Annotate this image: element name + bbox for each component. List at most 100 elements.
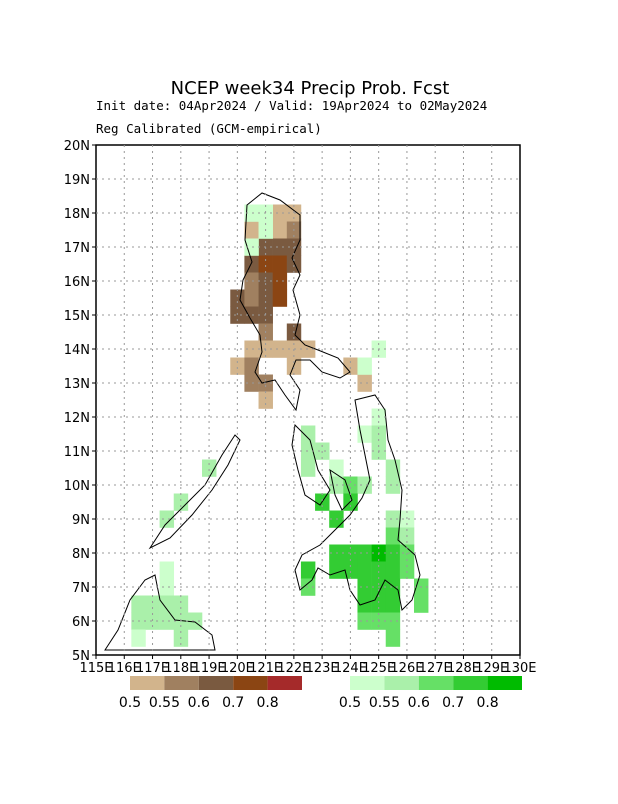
dry-cell xyxy=(272,340,288,358)
wet-cell xyxy=(414,595,429,613)
wet-cell xyxy=(300,578,316,596)
dry-cell xyxy=(272,238,288,256)
x-tick-label: 121E xyxy=(249,661,282,676)
x-tick-label: 124E xyxy=(334,661,367,676)
legend-swatch xyxy=(164,676,199,690)
wet-cell xyxy=(244,238,259,256)
dry-cell xyxy=(244,255,259,273)
x-tick-label: 128E xyxy=(447,661,480,676)
wet-cell xyxy=(385,527,401,545)
y-tick-label: 18N xyxy=(64,207,90,222)
dry-cell xyxy=(286,255,302,273)
legend-label: 0.6 xyxy=(188,695,210,711)
legend-label: 0.5 xyxy=(339,695,361,711)
note: Reg Calibrated (GCM-empirical) xyxy=(96,121,322,136)
wet-cell xyxy=(385,561,401,579)
legend-label: 0.55 xyxy=(369,695,400,711)
frame xyxy=(95,144,521,656)
y-tick-label: 14N xyxy=(64,343,90,358)
wet-cell xyxy=(300,425,316,443)
wet-cell xyxy=(357,544,372,562)
wet-cell xyxy=(357,561,372,579)
wet-cell xyxy=(343,476,358,494)
legend-label: 0.55 xyxy=(149,695,180,711)
wet-cell xyxy=(357,595,372,613)
y-tick-label: 6N xyxy=(72,615,90,630)
legend-label: 0.6 xyxy=(408,695,430,711)
x-tick-label: 122E xyxy=(277,661,310,676)
legend-swatch xyxy=(233,676,268,690)
coastline xyxy=(104,192,421,651)
wet-cell xyxy=(159,510,175,528)
dry-cell xyxy=(244,221,259,239)
legend-swatch xyxy=(453,676,488,690)
dry-cell xyxy=(230,306,245,324)
legend-swatch xyxy=(130,676,165,690)
wet-cell xyxy=(329,561,344,579)
x-tick-label: 119E xyxy=(193,661,226,676)
dry-cell xyxy=(272,289,288,307)
dry-cell xyxy=(272,272,288,290)
legend-label: 0.7 xyxy=(442,695,464,711)
wet-cell xyxy=(244,204,259,222)
y-tick-label: 10N xyxy=(64,479,90,494)
wet-cell xyxy=(357,425,372,443)
y-tick-label: 12N xyxy=(64,411,90,426)
wet-cell xyxy=(371,595,387,613)
dry-cell xyxy=(357,374,372,392)
subtitle: Init date: 04Apr2024 / Valid: 19Apr2024 … xyxy=(96,98,487,113)
x-tick-label: 123E xyxy=(306,661,339,676)
chart-title: NCEP week34 Precip Prob. Fcst xyxy=(171,78,450,99)
legend-swatch xyxy=(198,676,234,690)
dry-cell xyxy=(272,204,288,222)
legend-label: 0.8 xyxy=(256,695,278,711)
x-tick-label: 130E xyxy=(503,661,536,676)
wet-cell xyxy=(399,561,415,579)
x-tick-label: 125E xyxy=(362,661,395,676)
y-tick-label: 11N xyxy=(64,445,90,460)
dry-cell xyxy=(230,357,245,375)
wet-cell xyxy=(145,612,160,630)
x-tick-label: 116E xyxy=(108,661,141,676)
wet-cell xyxy=(385,578,401,596)
wet-cell xyxy=(385,510,401,528)
dry-cell xyxy=(244,272,259,290)
legend-label: 0.8 xyxy=(476,695,498,711)
wet-cell xyxy=(173,493,189,511)
legend-swatch xyxy=(487,676,522,690)
y-tick-label: 16N xyxy=(64,275,90,290)
wet-cell xyxy=(145,595,160,613)
legend-label: 0.5 xyxy=(119,695,141,711)
wet-cell xyxy=(357,476,372,494)
y-tick-label: 8N xyxy=(72,547,90,562)
wet-cell xyxy=(159,561,175,579)
dry-cell xyxy=(244,306,259,324)
wet-cell xyxy=(399,510,415,528)
y-tick-label: 15N xyxy=(64,309,90,324)
y-tick-label: 7N xyxy=(72,581,90,596)
dry-cell xyxy=(258,255,273,273)
dry-cell xyxy=(258,391,273,409)
wet-cell xyxy=(131,595,146,613)
dry-cell xyxy=(258,289,273,307)
wet-cell xyxy=(300,561,316,579)
y-tick-label: 9N xyxy=(72,513,90,528)
wet-cell xyxy=(202,459,217,477)
dry-cell xyxy=(343,357,358,375)
dry-cell xyxy=(244,374,259,392)
x-tick-label: 120E xyxy=(221,661,254,676)
wet-cell xyxy=(159,578,175,596)
wet-cell xyxy=(357,612,372,630)
legend-swatch xyxy=(418,676,454,690)
x-tick-label: 115E xyxy=(79,661,112,676)
y-tick-label: 13N xyxy=(64,377,90,392)
wet-cell xyxy=(385,544,401,562)
wet-cell xyxy=(159,612,175,630)
wet-cell xyxy=(385,476,401,494)
legend-swatch xyxy=(350,676,385,690)
wet-cell xyxy=(173,595,189,613)
x-tick-label: 118E xyxy=(164,661,197,676)
legend-label: 0.7 xyxy=(222,695,244,711)
wet-cell xyxy=(187,612,203,630)
